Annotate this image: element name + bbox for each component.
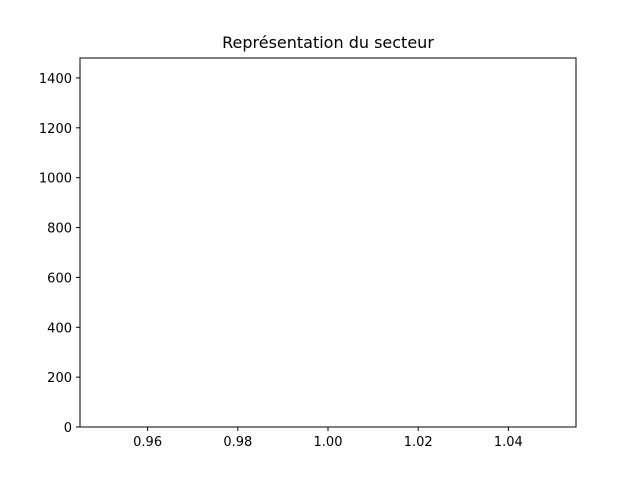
x-tick-label: 0.98	[223, 435, 252, 450]
x-tick-label: 1.00	[314, 435, 343, 450]
y-tick-label: 1200	[39, 122, 72, 137]
y-tick-label: 800	[47, 222, 72, 237]
y-tick-label: 400	[47, 321, 72, 336]
y-tick-label: 1400	[39, 72, 72, 87]
y-axis: 0 200 400 600 800 1000 1200 1400	[39, 72, 80, 436]
y-tick-label: 1000	[39, 172, 72, 187]
x-tick-label: 1.02	[404, 435, 433, 450]
y-tick-label: 0	[64, 421, 72, 436]
x-axis: 0.96 0.98 1.00 1.02 1.04	[133, 427, 523, 450]
y-tick-label: 600	[47, 271, 72, 286]
x-tick-label: 0.96	[133, 435, 162, 450]
plot-area-frame	[79, 57, 577, 428]
y-tick-label: 200	[47, 371, 72, 386]
x-tick-label: 1.04	[494, 435, 523, 450]
chart-title: Représentation du secteur	[222, 33, 434, 52]
